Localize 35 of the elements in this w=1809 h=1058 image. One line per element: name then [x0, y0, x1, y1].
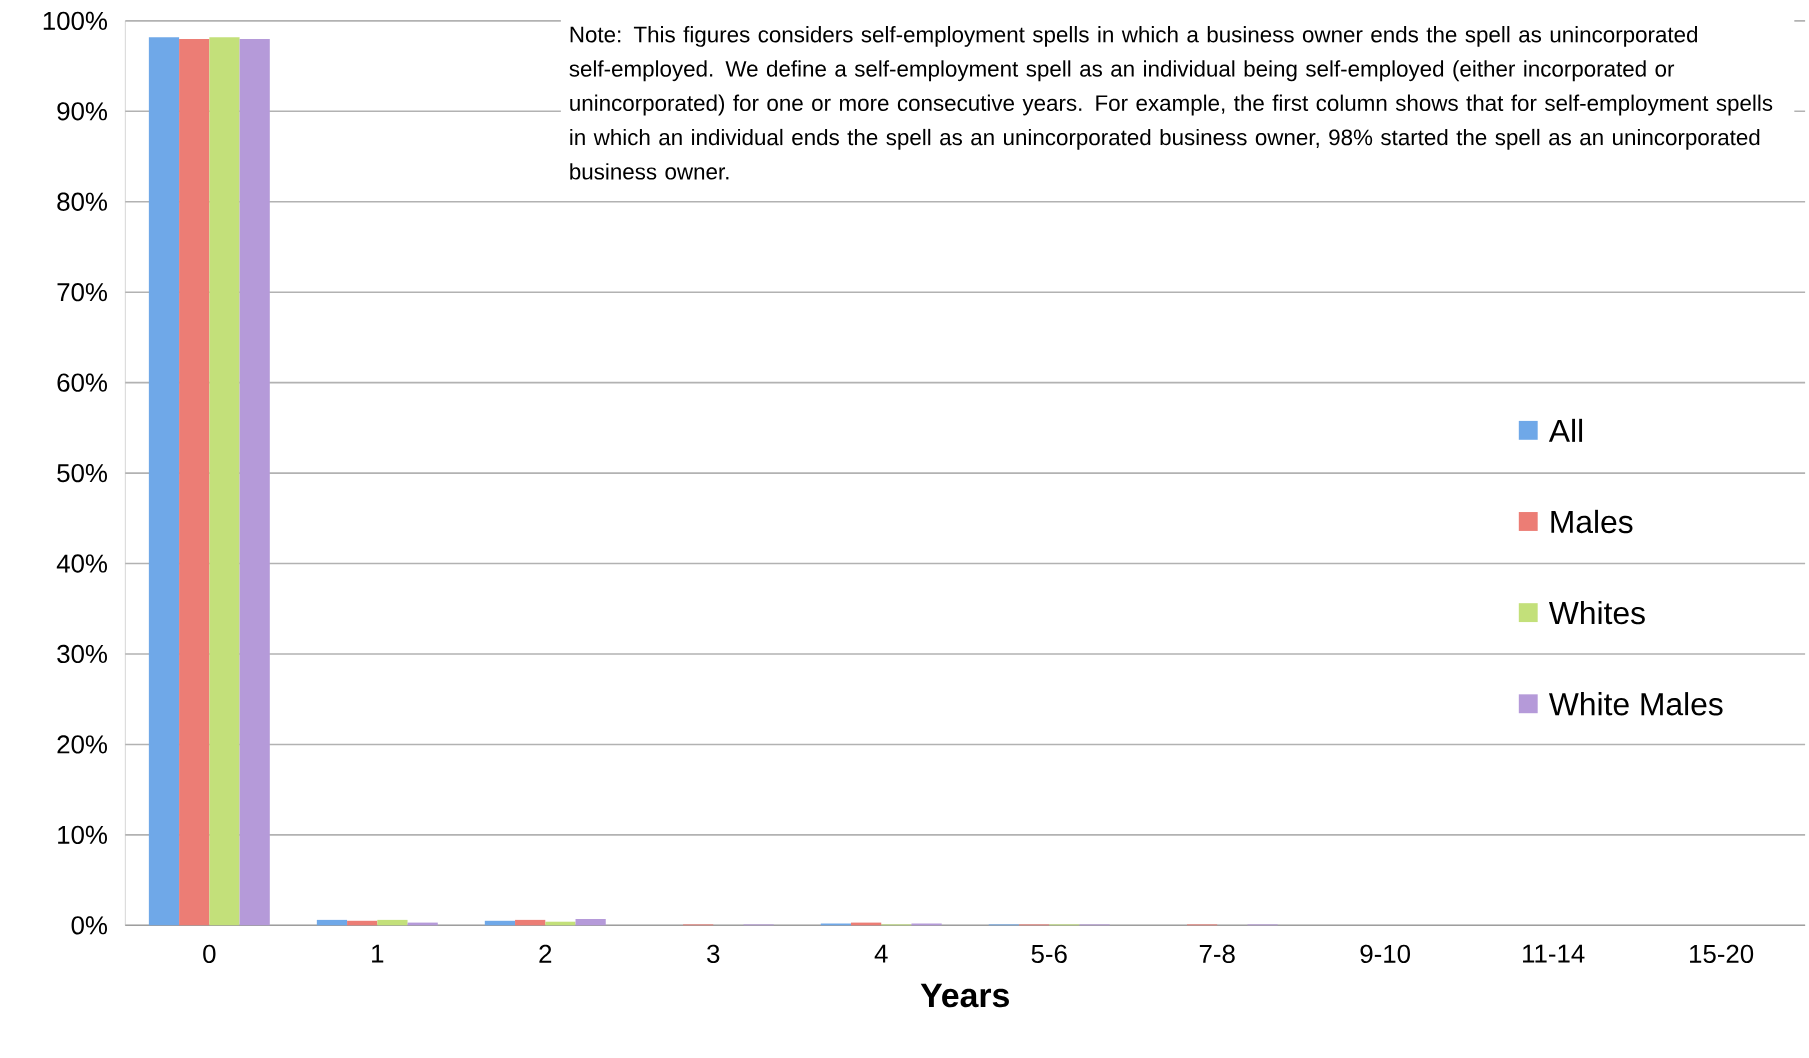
- x-tick-label: 15-20: [1690, 944, 1754, 964]
- bar: [179, 39, 210, 926]
- y-tick-label: 30%: [57, 645, 107, 664]
- y-tick-label: 50%: [57, 464, 107, 483]
- bar: [148, 37, 180, 926]
- y-tick-label: 60%: [57, 373, 107, 393]
- bar: [575, 919, 606, 926]
- y-tick-label: 40%: [56, 554, 107, 573]
- x-tick-label: 0: [203, 944, 216, 964]
- bar: [377, 920, 408, 926]
- x-tick-label: 4: [874, 944, 888, 963]
- bar: [209, 37, 240, 926]
- x-tick-label: 7-8: [1199, 944, 1235, 964]
- x-tick-label: 11-14: [1523, 944, 1585, 963]
- y-tick-label: 0%: [71, 916, 107, 935]
- bar: [239, 39, 270, 926]
- y-tick-label: 20%: [57, 735, 107, 754]
- y-tick-label: 90%: [57, 102, 107, 121]
- annotation: Note: This figures considers self-employment spells in which a business owner ends the spell as unincorporated self-employed. We define a self-employment spell as an individual being self-employed (either incorporated or unincorporated) for one or more consecutive years. For example, the first column shows that for self-employment spells in which an individual ends the spell as an unincorporated business owner, 98% started the spell as an unincorporated business owner.: [569, 26, 1773, 180]
- legend-label: All: [1548, 419, 1583, 443]
- legend-label: White Males: [1548, 692, 1723, 716]
- y-tick-label: 70%: [57, 283, 107, 302]
- legend-label: Males: [1551, 510, 1633, 534]
- bar: [515, 920, 546, 926]
- y-tick-label: 100%: [43, 11, 107, 31]
- bar: [316, 920, 348, 926]
- x-tick-label: 9-10: [1360, 944, 1411, 964]
- x-tick-label: 5-6: [1031, 944, 1067, 964]
- legend-label: Whites: [1548, 601, 1645, 625]
- y-tick-label: 80%: [57, 192, 107, 212]
- x-tick-label: 1: [372, 944, 384, 963]
- y-tick-label: 10%: [58, 825, 107, 845]
- x-tick-label: 3: [707, 944, 720, 964]
- x-tick-label: 2: [539, 944, 552, 964]
- x-axis-title: Years: [920, 984, 1009, 1008]
